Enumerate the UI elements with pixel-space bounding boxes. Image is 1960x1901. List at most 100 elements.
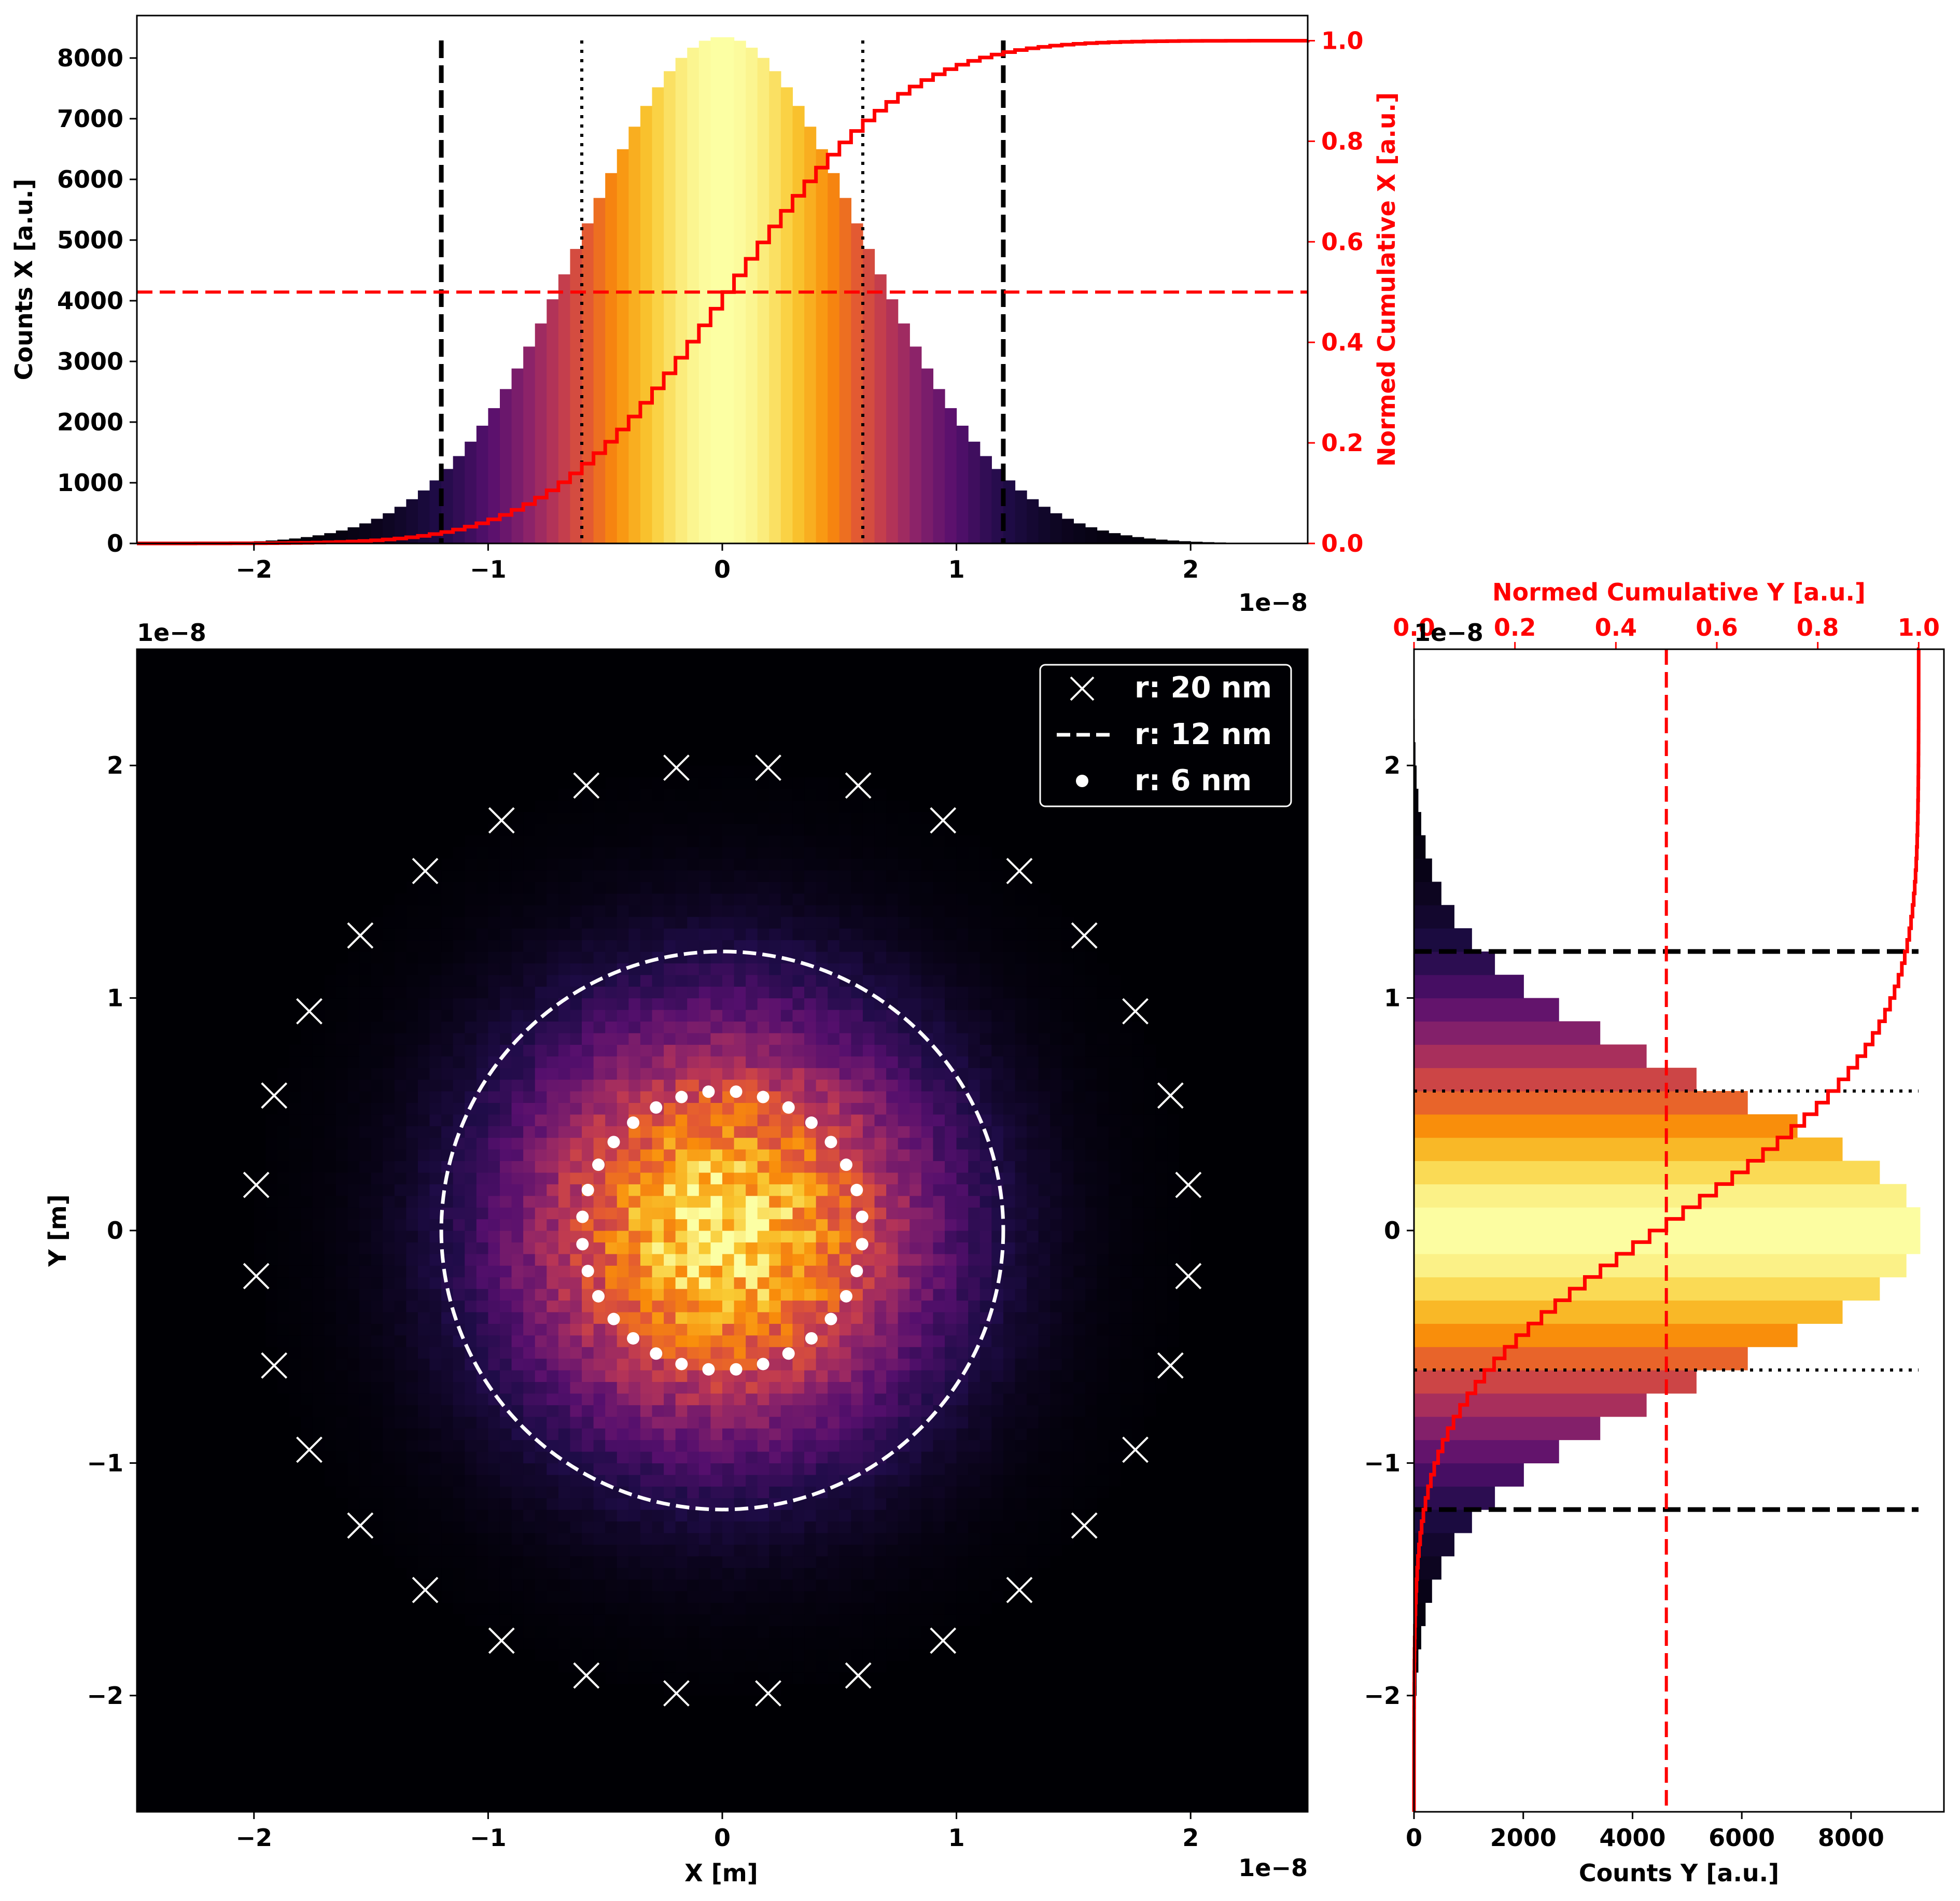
heatmap-cell (441, 998, 454, 1010)
heatmap-cell (979, 1591, 992, 1603)
heatmap-cell (746, 1486, 758, 1499)
heatmap-cell (698, 905, 711, 917)
heatmap-cell (593, 1370, 606, 1382)
heatmap-cell (874, 1614, 887, 1626)
heatmap-cell (558, 1091, 571, 1103)
heatmap-cell (605, 1381, 618, 1394)
heatmap-cell (499, 951, 512, 963)
heatmap-cell (1085, 1405, 1098, 1417)
heatmap-cell (664, 1358, 676, 1371)
heatmap-cell (722, 974, 735, 987)
heatmap-cell (722, 1405, 735, 1417)
heatmap-cell (371, 1184, 383, 1196)
heatmap-cell (945, 1289, 957, 1301)
heatmap-cell (945, 1323, 957, 1336)
heatmap-cell (417, 1184, 430, 1196)
heatmap-cell (359, 998, 372, 1010)
heatmap-cell (886, 940, 899, 952)
heatmap-cell (816, 1358, 828, 1371)
heatmap-cell (535, 1172, 547, 1184)
heatmap-cell (558, 951, 571, 963)
heatmap-cell (664, 1311, 676, 1324)
heatmap-cell (558, 1405, 571, 1417)
heatmap-cell (757, 1149, 769, 1162)
heatmap-cell (523, 1637, 536, 1650)
heatmap-cell (1085, 1114, 1098, 1126)
heatmap-cell (851, 1032, 863, 1045)
heatmap-cell (687, 1660, 699, 1673)
heatmap-cell (605, 928, 618, 941)
heatmap-cell (945, 1219, 957, 1231)
heatmap-cell (979, 847, 992, 859)
heatmap-cell (734, 1684, 746, 1696)
top-y-tick-label: 4000 (57, 287, 123, 315)
heatmap-cell (465, 1277, 477, 1289)
heatmap-cell (453, 1265, 465, 1278)
heatmap-cell (488, 1137, 500, 1150)
heatmap-cell (968, 1486, 981, 1499)
heatmap-cell (1038, 1137, 1051, 1150)
heatmap-cell (734, 1439, 746, 1452)
heatmap-cell (499, 1242, 512, 1254)
heatmap-cell (1120, 1323, 1132, 1336)
heatmap-cell (1015, 1044, 1027, 1057)
heatmap-cell (301, 1195, 313, 1208)
heatmap-cell (933, 1219, 945, 1231)
heatmap-cell (734, 1289, 746, 1301)
heatmap-cell (312, 1393, 325, 1405)
heatmap-cell (335, 1405, 348, 1417)
heatmap-cell (640, 847, 653, 859)
heatmap-cell (465, 1532, 477, 1545)
heatmap-cell (499, 1568, 512, 1580)
heatmap-cell (1073, 1102, 1086, 1115)
heatmap-cell (417, 882, 430, 894)
heatmap-cell (886, 812, 899, 824)
heatmap-cell (324, 1068, 337, 1080)
heatmap-cell (453, 963, 465, 975)
heatmap-cell (499, 1347, 512, 1359)
heatmap-cell (921, 858, 934, 871)
heatmap-cell (605, 1021, 618, 1033)
heatmap-cell (839, 1637, 851, 1650)
heatmap-cell (570, 1405, 582, 1417)
heatmap-cell (652, 986, 664, 999)
heatmap-cell (991, 951, 1004, 963)
heatmap-cell (1085, 1265, 1098, 1278)
heatmap-cell (828, 1381, 840, 1394)
heatmap-cell (570, 1184, 582, 1196)
heatmap-cell (523, 963, 536, 975)
heatmap-cell (664, 1579, 676, 1591)
heatmap-cell (547, 1486, 559, 1499)
heatmap-cell (1038, 928, 1051, 941)
heatmap-cell (921, 882, 934, 894)
heatmap-cell (605, 1277, 618, 1289)
heatmap-cell (558, 1231, 571, 1243)
heatmap-cell (406, 1358, 418, 1371)
heatmap-cell (804, 823, 817, 836)
heatmap-cell (535, 847, 547, 859)
heatmap-cell (664, 1370, 676, 1382)
heatmap-cell (979, 1219, 992, 1231)
heatmap-cell (335, 1231, 348, 1243)
heatmap-cell (828, 1486, 840, 1499)
heatmap-cell (558, 1439, 571, 1452)
heatmap-cell (499, 1253, 512, 1266)
heatmap-cell (687, 1056, 699, 1068)
heatmap-cell (453, 858, 465, 871)
heatmap-cell (909, 905, 922, 917)
top-histogram-bar (499, 389, 512, 543)
heatmap-cell (652, 1370, 664, 1382)
heatmap-cell (828, 1335, 840, 1347)
heatmap-cell (1027, 1451, 1039, 1463)
heatmap-cell (886, 1242, 899, 1254)
heatmap-cell (383, 1289, 395, 1301)
heatmap-cell (664, 1253, 676, 1266)
heatmap-cell (757, 1056, 769, 1068)
heatmap-cell (769, 1428, 781, 1441)
heatmap-cell (312, 1428, 325, 1441)
heatmap-cell (383, 1532, 395, 1545)
heatmap-cell (757, 1474, 769, 1487)
heatmap-cell (523, 1370, 536, 1382)
heatmap-cell (617, 1068, 629, 1080)
heatmap-cell (710, 1626, 723, 1638)
